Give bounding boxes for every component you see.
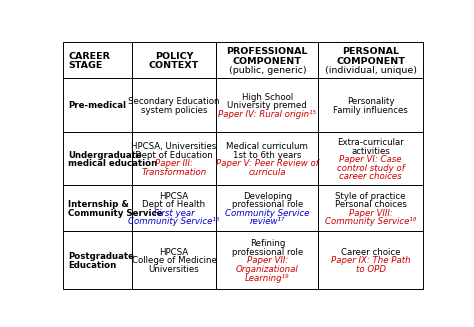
Bar: [132, 231, 216, 288]
Text: University premed: University premed: [228, 101, 307, 111]
Text: professional role: professional role: [232, 200, 303, 209]
Text: HPCSA, Universities: HPCSA, Universities: [131, 142, 217, 151]
Text: Community Service: Community Service: [225, 209, 310, 218]
Text: Pre-medical: Pre-medical: [68, 101, 127, 111]
Bar: [132, 185, 216, 231]
Bar: [132, 132, 216, 185]
Text: Community Service¹⁶: Community Service¹⁶: [128, 217, 220, 226]
Text: Community Service¹⁸: Community Service¹⁸: [325, 217, 416, 226]
Text: professional role: professional role: [232, 248, 303, 257]
Bar: [63, 231, 132, 288]
Text: Organizational: Organizational: [236, 265, 299, 274]
Text: Paper III:: Paper III:: [155, 160, 193, 168]
Bar: [63, 132, 132, 185]
Text: STAGE: STAGE: [68, 61, 103, 70]
Text: Extra-curricular: Extra-curricular: [337, 138, 404, 147]
Bar: [319, 185, 423, 231]
Text: Family influences: Family influences: [333, 106, 408, 115]
Text: First year: First year: [154, 209, 194, 218]
Text: 1st to 6th years: 1st to 6th years: [233, 151, 301, 160]
Bar: [216, 77, 319, 132]
Bar: [319, 231, 423, 288]
Text: review¹⁷: review¹⁷: [250, 217, 285, 226]
Text: Education: Education: [68, 261, 117, 270]
Text: Career choice: Career choice: [341, 248, 401, 257]
Text: Paper VII:: Paper VII:: [247, 256, 288, 265]
Text: Refining: Refining: [250, 239, 285, 248]
Text: medical education: medical education: [68, 160, 158, 168]
Bar: [319, 42, 423, 77]
Text: CONTEXT: CONTEXT: [149, 61, 199, 70]
Text: Style of practice: Style of practice: [336, 192, 406, 200]
Bar: [216, 42, 319, 77]
Text: Paper V: Peer Review of: Paper V: Peer Review of: [216, 160, 319, 168]
Bar: [216, 231, 319, 288]
Text: career choices: career choices: [339, 172, 402, 181]
Text: Transformation: Transformation: [141, 168, 207, 177]
Text: activities: activities: [351, 146, 390, 156]
Bar: [216, 132, 319, 185]
Text: control study of: control study of: [337, 164, 405, 173]
Text: Learning¹⁹: Learning¹⁹: [245, 274, 290, 283]
Text: POLICY: POLICY: [155, 52, 193, 61]
Text: Medical curriculum: Medical curriculum: [227, 142, 308, 151]
Text: COMPONENT: COMPONENT: [233, 57, 302, 66]
Text: Personal choices: Personal choices: [335, 200, 407, 209]
Text: curricula: curricula: [249, 168, 286, 177]
Text: PROFESSIONAL: PROFESSIONAL: [227, 47, 308, 56]
Bar: [319, 77, 423, 132]
Text: (individual, unique): (individual, unique): [325, 66, 417, 75]
Text: Paper VI: Case: Paper VI: Case: [339, 155, 402, 164]
Text: Secondary Education: Secondary Education: [128, 97, 220, 106]
Text: system policies: system policies: [141, 106, 207, 115]
Text: Undergraduate: Undergraduate: [68, 151, 142, 160]
Bar: [63, 77, 132, 132]
Text: PERSONAL: PERSONAL: [342, 47, 399, 56]
Text: (public, generic): (public, generic): [228, 66, 306, 75]
Text: CAREER: CAREER: [68, 52, 110, 61]
Bar: [319, 132, 423, 185]
Text: HPCSA: HPCSA: [159, 192, 189, 200]
Text: College of Medicine: College of Medicine: [132, 256, 217, 265]
Text: Personality: Personality: [347, 97, 394, 106]
Text: to OPD: to OPD: [356, 265, 386, 274]
Text: Paper IV: Rural origin¹⁵: Paper IV: Rural origin¹⁵: [219, 110, 317, 119]
Text: Developing: Developing: [243, 192, 292, 200]
Bar: [63, 185, 132, 231]
Bar: [216, 185, 319, 231]
Text: Internship &: Internship &: [68, 200, 129, 209]
Text: Paper VIII:: Paper VIII:: [349, 209, 392, 218]
Bar: [63, 42, 132, 77]
Text: HPCSA: HPCSA: [159, 248, 189, 257]
Text: High School: High School: [242, 93, 293, 102]
Bar: [132, 42, 216, 77]
Text: Dept of Health: Dept of Health: [143, 200, 206, 209]
Text: COMPONENT: COMPONENT: [336, 57, 405, 66]
Text: Postgraduate: Postgraduate: [68, 252, 135, 261]
Text: Dept of Education: Dept of Education: [135, 151, 213, 160]
Text: Universities: Universities: [149, 265, 200, 274]
Text: Community Service: Community Service: [68, 209, 163, 218]
Text: Paper IX: The Path: Paper IX: The Path: [331, 256, 410, 265]
Bar: [132, 77, 216, 132]
